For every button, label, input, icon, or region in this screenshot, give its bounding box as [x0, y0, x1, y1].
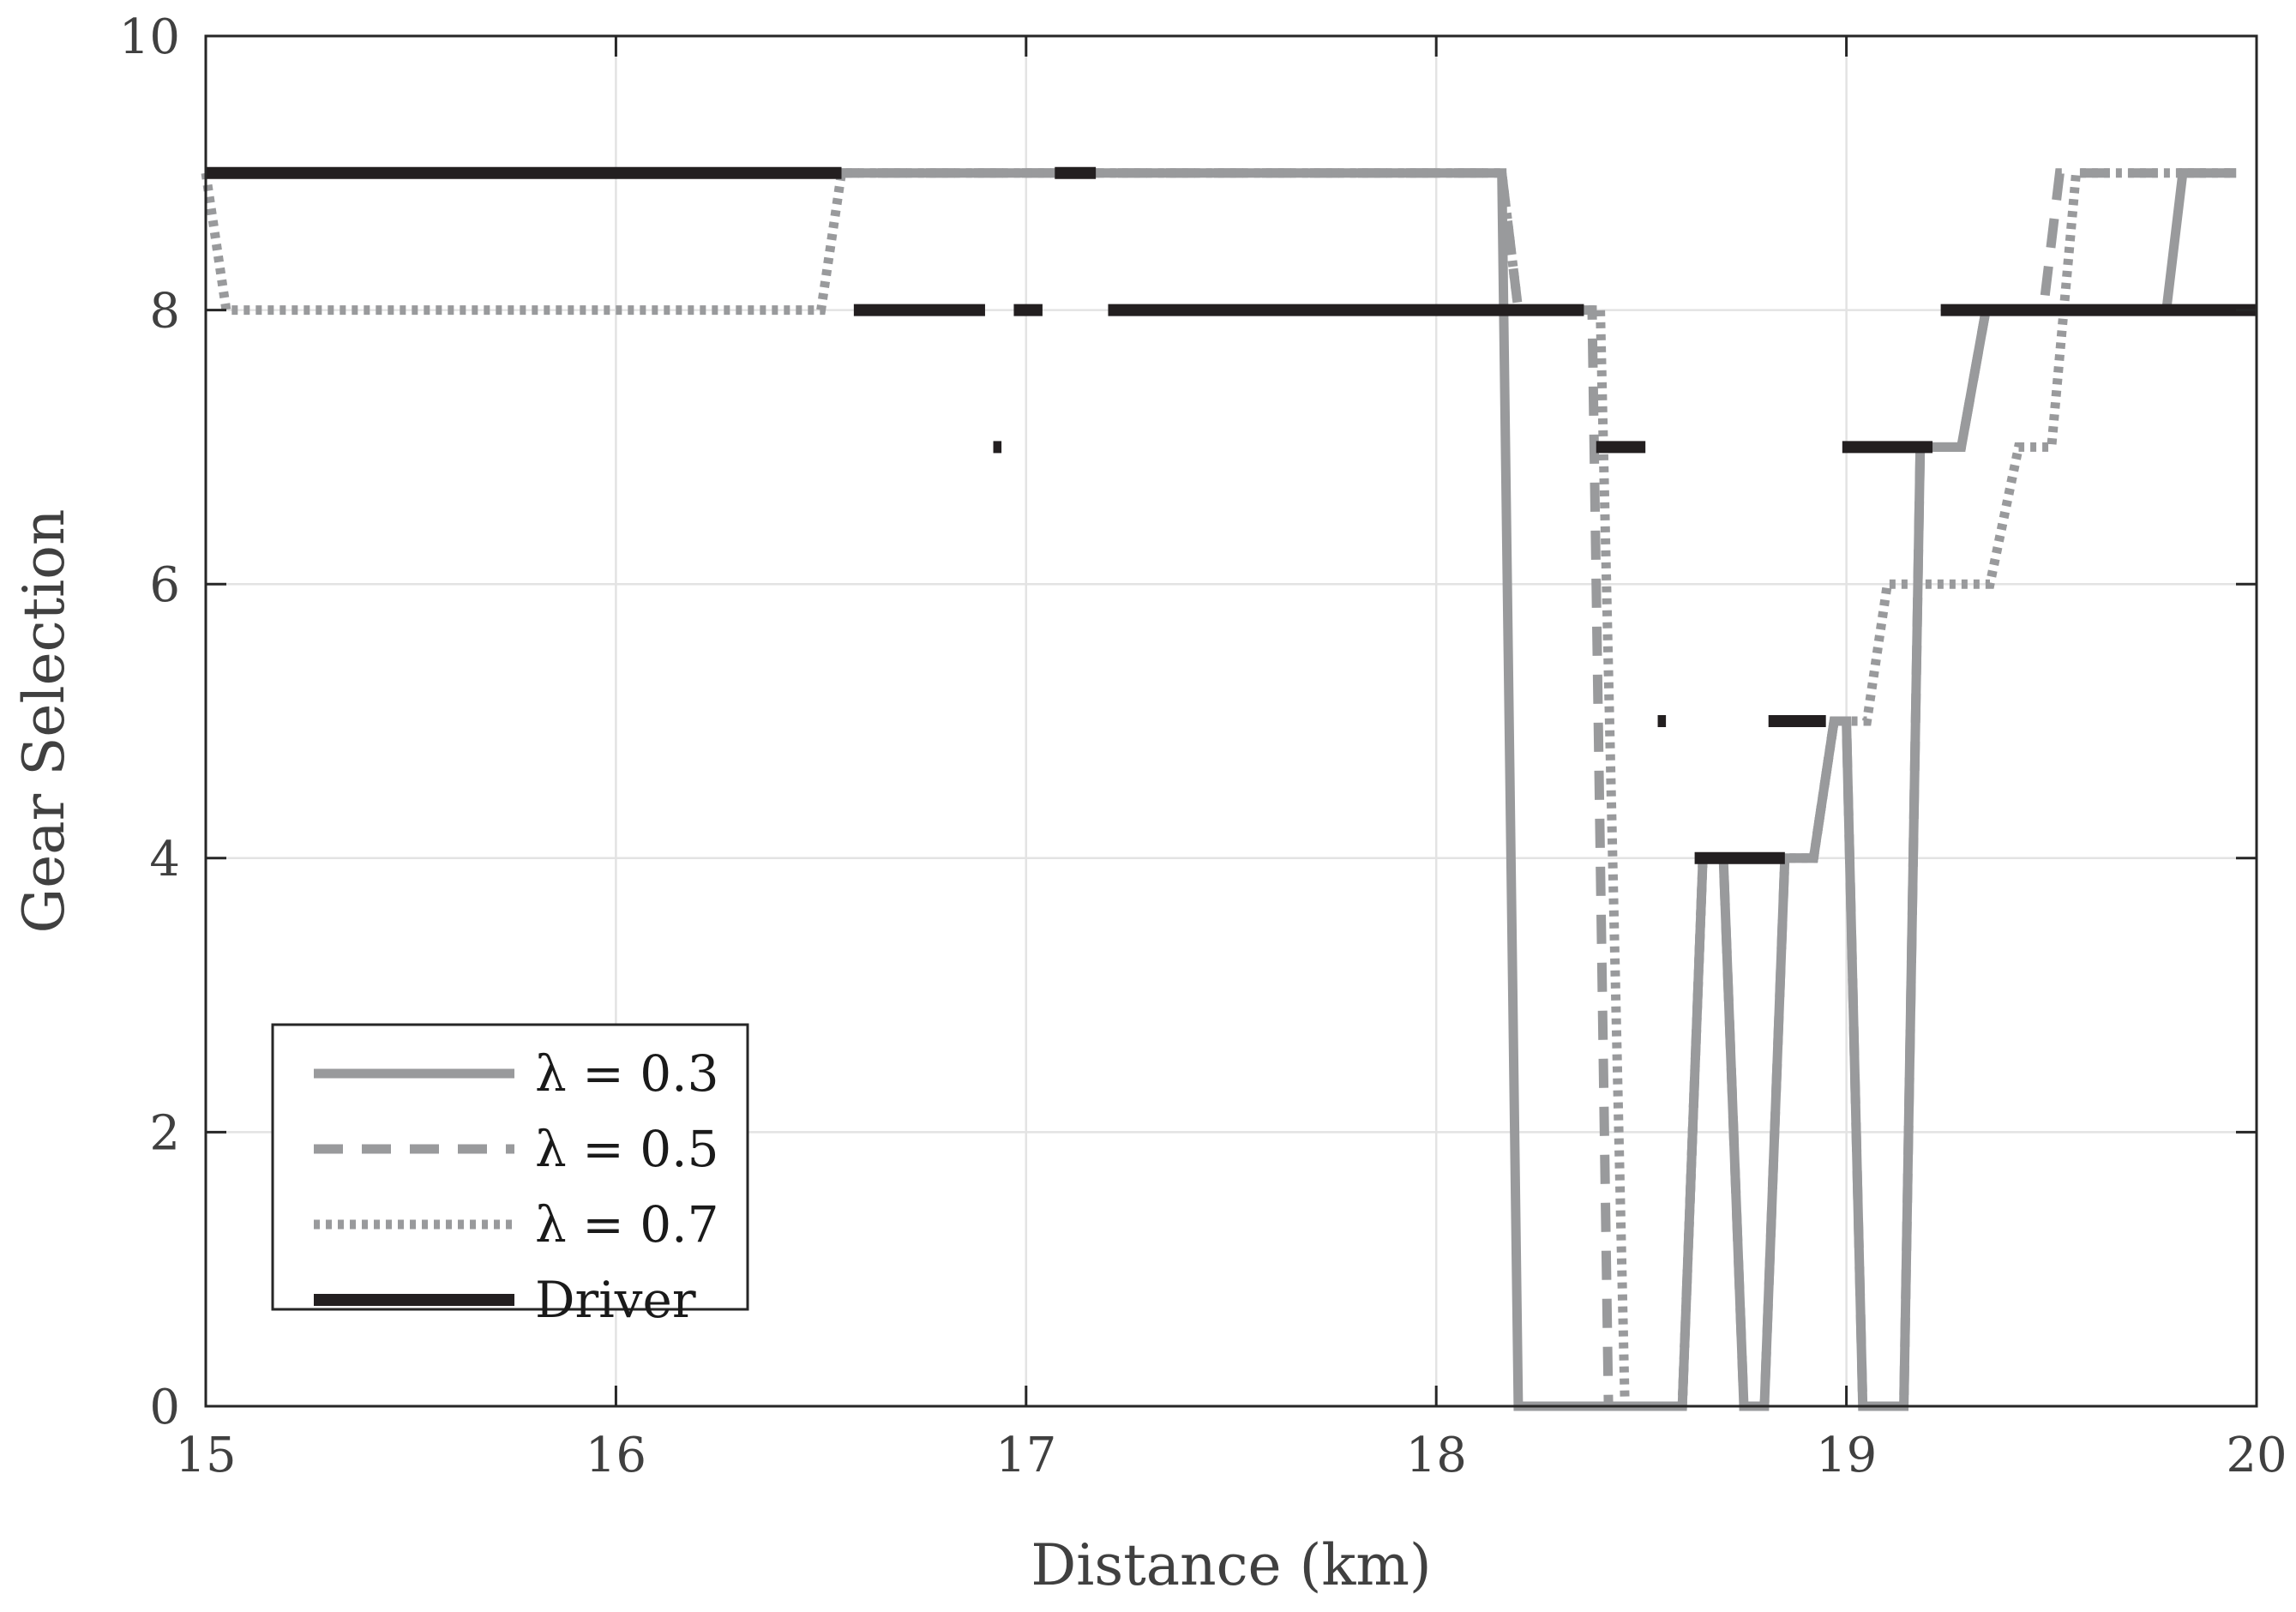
x-tick-label: 16	[586, 1428, 646, 1483]
legend: λ = 0.3 λ = 0.5 λ = 0.7 Driver	[271, 1023, 749, 1329]
y-tick-label: 6	[149, 557, 180, 613]
x-tick-label: 18	[1406, 1428, 1467, 1483]
y-tick-label: 4	[149, 832, 180, 887]
series-line-2	[206, 168, 2237, 1411]
y-tick-label: 2	[149, 1105, 180, 1161]
y-tick-label: 0	[149, 1380, 180, 1435]
y-tick-label: 8	[149, 284, 180, 340]
x-axis-label: Distance (km)	[1031, 1532, 1431, 1598]
legend-label: λ = 0.5	[535, 1120, 718, 1178]
y-tick-label: 10	[119, 9, 180, 65]
legend-label: Driver	[535, 1271, 696, 1329]
ticks: 15 16 17 18 19 20 0 2 4 6 8 10	[119, 9, 2287, 1483]
x-tick-label: 17	[995, 1428, 1056, 1483]
legend-label: λ = 0.7	[535, 1195, 718, 1254]
x-tick-label: 19	[1816, 1428, 1877, 1483]
x-tick-label: 15	[175, 1428, 236, 1483]
plot-frame	[204, 34, 2258, 1408]
x-tick-label: 20	[2226, 1428, 2287, 1483]
series-line-3	[201, 168, 2237, 1411]
legend-label: λ = 0.3	[535, 1044, 718, 1103]
series-layer	[201, 166, 2257, 1411]
y-axis-label: Gear Selection	[11, 509, 77, 934]
